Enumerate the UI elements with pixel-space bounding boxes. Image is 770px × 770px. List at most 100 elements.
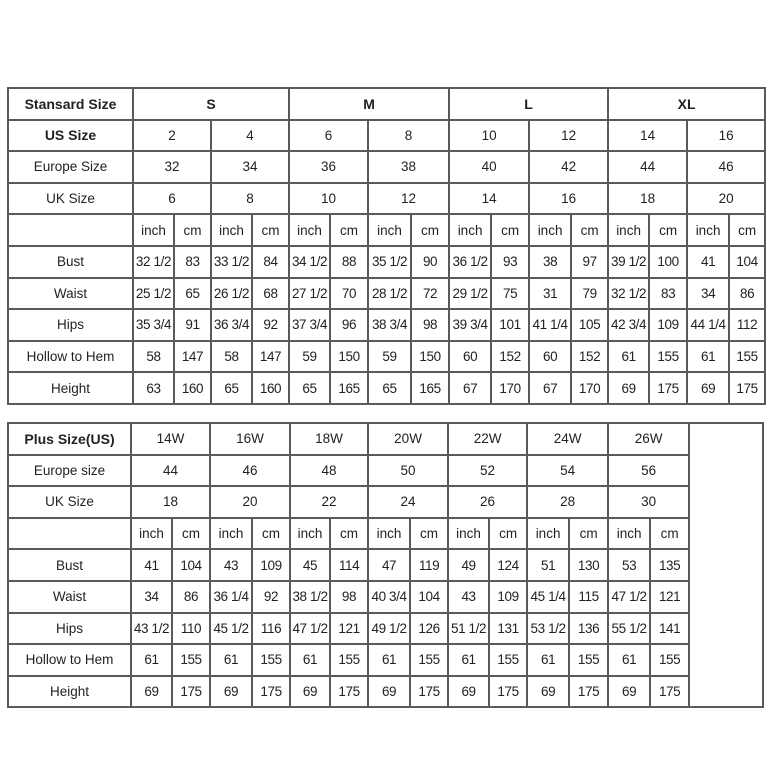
- table-cell: 131: [488, 611, 529, 646]
- table-cell: 68: [250, 276, 291, 311]
- row-label: Hollow to Hem: [7, 643, 132, 677]
- unit-header: inch: [607, 213, 651, 247]
- table-cell: 155: [170, 643, 212, 677]
- table-cell: 33 1/2: [210, 244, 253, 279]
- us-size-row: US Size 2 4 6 8 10 12 14 16: [7, 118, 767, 153]
- table-cell: 69: [289, 674, 332, 709]
- table-cell: 160: [250, 371, 291, 405]
- table-cell: 50: [367, 453, 450, 488]
- table-cell: 59: [288, 339, 332, 374]
- table-cell: 110: [170, 611, 212, 646]
- table-cell: 92: [250, 308, 291, 342]
- unit-header: cm: [488, 516, 529, 551]
- table-cell: 88: [329, 244, 370, 279]
- table-cell: 175: [728, 371, 767, 405]
- table-cell: 175: [648, 371, 689, 405]
- table-cell: 45 1/2: [209, 611, 254, 646]
- table-cell: 61: [526, 643, 571, 677]
- unit-header: inch: [526, 516, 571, 551]
- table-cell: 67: [448, 371, 493, 405]
- table-cell: 60: [528, 339, 573, 374]
- measurement-row: Height 63 160 65 160 65 165 65 165 67 170 67 170 69 17…: [7, 371, 767, 405]
- table-cell: 28 1/2: [367, 276, 413, 311]
- table-cell: 79: [570, 276, 610, 311]
- table-cell: 34 1/2: [288, 244, 332, 279]
- table-cell: 63: [132, 371, 175, 405]
- unit-header: cm: [251, 516, 292, 551]
- table-cell: 38: [367, 150, 451, 184]
- table-cell: 24: [367, 485, 450, 519]
- table-cell: 155: [409, 643, 450, 677]
- table-cell: 65: [173, 276, 212, 311]
- table-cell: 16: [686, 118, 767, 153]
- row-label: Plus Size(US): [7, 422, 132, 456]
- row-label: Hips: [7, 308, 134, 342]
- table-cell: 141: [649, 611, 691, 646]
- table-cell: 34: [686, 276, 731, 311]
- table-cell: 58: [210, 339, 253, 374]
- table-cell: 155: [649, 643, 691, 677]
- table-cell: 53: [607, 548, 652, 582]
- table-cell: 165: [410, 371, 451, 405]
- table-cell: 175: [649, 674, 691, 709]
- unit-header: cm: [649, 516, 691, 551]
- table-cell: 109: [648, 308, 689, 342]
- unit-header: inch: [686, 213, 731, 247]
- table-cell: 18: [129, 485, 212, 519]
- table-cell: 69: [209, 674, 254, 709]
- table-cell: 155: [648, 339, 689, 374]
- table-cell: 175: [488, 674, 529, 709]
- table-cell: 65: [288, 371, 332, 405]
- unit-header: cm: [329, 516, 370, 551]
- unit-header: inch: [209, 516, 254, 551]
- plus-size-header: 22W: [447, 422, 529, 456]
- unit-header: cm: [410, 213, 451, 247]
- plus-size-header: 14W: [129, 422, 212, 456]
- unit-row: inch cm inch cm inch cm inch cm inch cm inch cm inch…: [7, 516, 763, 551]
- row-label: Europe Size: [7, 150, 134, 184]
- table-cell: 35 1/2: [367, 244, 413, 279]
- table-cell: 109: [251, 548, 292, 582]
- standard-size-table: Stansard Size S M L XL US Size 2 4 6 8 10 12 14 16 Eur…: [7, 87, 767, 405]
- table-cell: 98: [410, 308, 451, 342]
- table-cell: 38 3/4: [367, 308, 413, 342]
- table-cell: 116: [251, 611, 292, 646]
- table-cell: 175: [251, 674, 292, 709]
- table-cell: 46: [686, 150, 767, 184]
- measurement-row: Bust 32 1/2 83 33 1/2 84 34 1/2 88 35 1/2 90 36 1…: [7, 244, 767, 279]
- table-cell: 69: [367, 674, 412, 709]
- plus-size-header: 26W: [607, 422, 691, 456]
- table-cell: 61: [289, 643, 332, 677]
- table-cell: 86: [728, 276, 767, 311]
- unit-header: cm: [329, 213, 370, 247]
- row-label: US Size: [7, 118, 134, 153]
- table-cell: 14: [607, 118, 689, 153]
- table-cell: 53 1/2: [526, 611, 571, 646]
- table-cell: 150: [410, 339, 451, 374]
- table-cell: 10: [288, 181, 370, 216]
- table-cell: 34: [209, 150, 291, 184]
- table-cell: 93: [490, 244, 531, 279]
- row-label: Height: [7, 371, 134, 405]
- table-cell: 72: [410, 276, 451, 311]
- table-cell: 60: [448, 339, 493, 374]
- table-cell: 43: [447, 579, 491, 614]
- unit-header: cm: [409, 516, 450, 551]
- table-cell: 45: [289, 548, 332, 582]
- table-cell: 96: [329, 308, 370, 342]
- table-cell: 90: [410, 244, 451, 279]
- table-cell: 26 1/2: [210, 276, 253, 311]
- table-cell: 109: [488, 579, 529, 614]
- table-cell: 97: [570, 244, 610, 279]
- row-label: Bust: [7, 548, 132, 582]
- row-label: Waist: [7, 579, 132, 614]
- table-cell: 61: [607, 643, 652, 677]
- table-cell: 83: [648, 276, 689, 311]
- table-cell: 36 3/4: [210, 308, 253, 342]
- table-cell: 69: [607, 371, 651, 405]
- table-cell: 43 1/2: [130, 611, 173, 646]
- table-cell: 150: [329, 339, 370, 374]
- unit-header: cm: [250, 213, 291, 247]
- table-cell: 61: [607, 339, 651, 374]
- table-cell: 92: [251, 579, 292, 614]
